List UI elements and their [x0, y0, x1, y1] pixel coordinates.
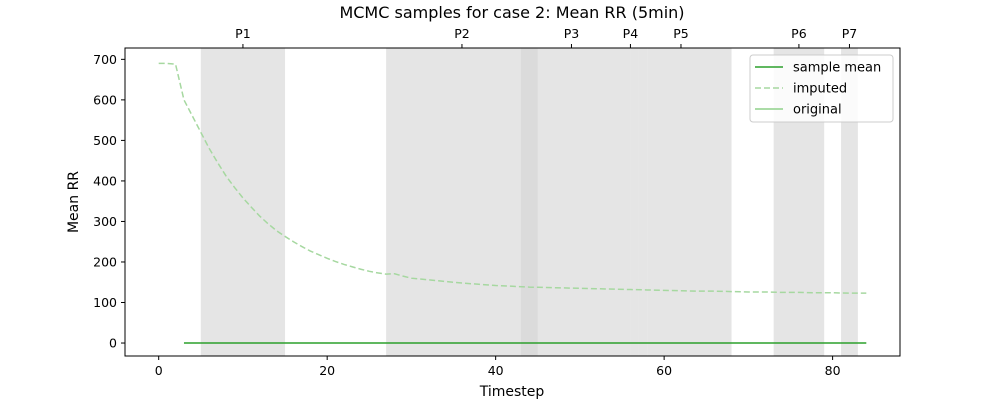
shaded-region-5 [622, 48, 631, 356]
plot-frame [124, 47, 901, 357]
shaded-region-2 [386, 48, 538, 356]
top-axis: P1 P2 P3 P4 P5 P6 P7 [235, 26, 857, 48]
shaded-region-4 [537, 48, 623, 356]
y-axis: 0 100 200 300 400 500 600 700 [93, 52, 125, 351]
series-line-imputed [158, 62, 867, 294]
y-tick-label: 400 [93, 173, 117, 188]
y-tick-label: 600 [93, 92, 117, 107]
shaded-region-6 [630, 48, 639, 356]
shaded-region-8 [647, 48, 732, 356]
x-tick-label: 0 [155, 363, 163, 378]
y-tick-label: 200 [93, 254, 117, 269]
x-tick-label: 40 [488, 363, 504, 378]
top-tick-label: P1 [235, 26, 251, 41]
x-tick-label: 80 [825, 363, 841, 378]
series-group [158, 62, 867, 344]
y-tick-label: 700 [93, 52, 117, 67]
chart-title: MCMC samples for case 2: Mean RR (5min) [339, 3, 684, 22]
legend-label: imputed [793, 82, 847, 97]
top-tick-label: P2 [454, 26, 470, 41]
legend-label: original [793, 103, 842, 118]
x-axis-label: Timestep [479, 384, 545, 400]
legend-label: sample mean [793, 61, 881, 76]
top-tick-label: P6 [791, 26, 807, 41]
shaded-region-3 [520, 48, 538, 356]
top-tick-label: P3 [564, 26, 580, 41]
shaded-region-10 [841, 48, 858, 356]
top-tick-label: P7 [842, 26, 858, 41]
x-tick-label: 20 [319, 363, 335, 378]
x-axis: 0 20 40 60 80 [155, 356, 841, 378]
legend: sample mean imputed original [749, 54, 894, 123]
shaded-region-1 [200, 48, 286, 356]
y-tick-label: 100 [93, 295, 117, 310]
y-tick-label: 0 [109, 336, 117, 351]
y-tick-label: 500 [93, 133, 117, 148]
shaded-regions [200, 48, 858, 356]
y-axis-label: Mean RR [66, 171, 82, 233]
y-tick-label: 300 [93, 214, 117, 229]
top-tick-label: P4 [623, 26, 639, 41]
x-tick-label: 60 [656, 363, 672, 378]
top-tick-label: P5 [673, 26, 689, 41]
shaded-region-7 [638, 48, 648, 356]
legend-box [749, 54, 894, 123]
